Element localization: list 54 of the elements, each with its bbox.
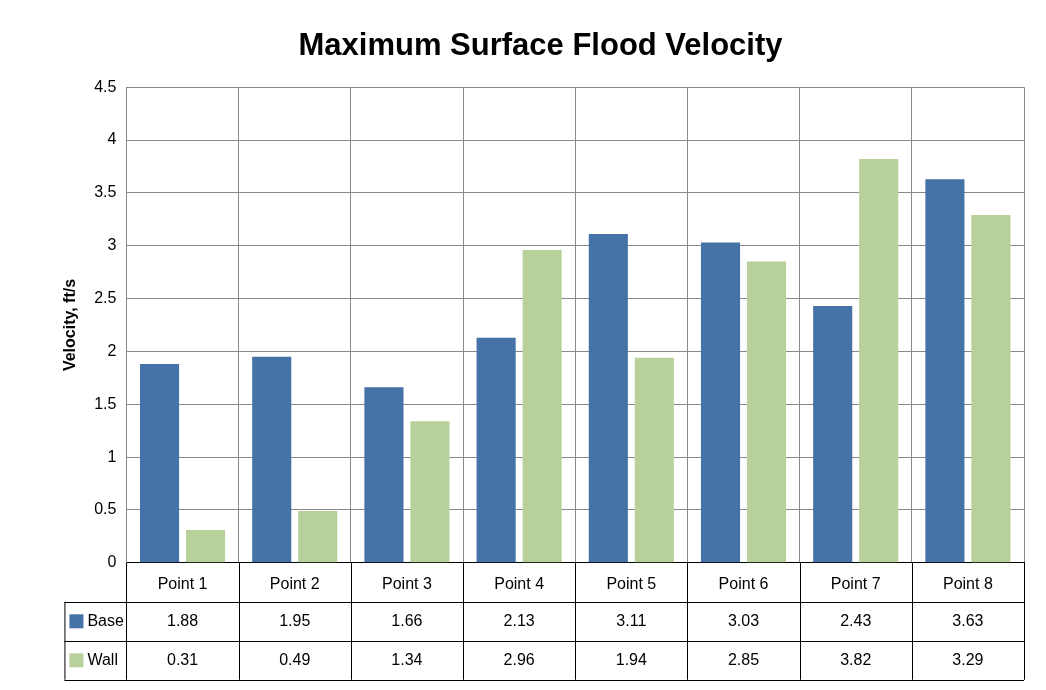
chart-title: Maximum Surface Flood Velocity (298, 27, 784, 63)
bar (522, 249, 562, 563)
bar (859, 159, 899, 563)
data-label: 1.34 (391, 650, 423, 668)
bar (364, 387, 404, 563)
data-label: 1.66 (391, 611, 423, 629)
bar (476, 337, 516, 563)
data-label: 3.11 (616, 611, 647, 629)
data-label: 2.85 (727, 650, 760, 668)
y-tick-label: 2.5 (94, 288, 117, 306)
bar (298, 511, 338, 563)
bar (410, 421, 450, 563)
data-label: 3.63 (952, 611, 984, 629)
data-label: 0.31 (166, 650, 199, 668)
x-tick-label: Point 3 (382, 574, 432, 592)
x-tick-label: Point 5 (606, 574, 657, 592)
bar (588, 234, 628, 563)
bar (634, 357, 674, 563)
y-tick-label: 4.5 (94, 77, 117, 95)
bar (700, 242, 741, 563)
bar (971, 215, 1011, 563)
bar (185, 530, 226, 563)
y-tick-label: 4 (107, 130, 117, 148)
data-label: 2.43 (840, 611, 872, 629)
x-tick-label: Point 6 (718, 574, 769, 592)
data-label: 3.82 (840, 650, 872, 668)
bar (252, 356, 292, 563)
y-tick-label: 3.5 (94, 183, 117, 201)
bar (746, 261, 787, 563)
y-tick-label: 2 (107, 341, 117, 359)
x-tick-label: Point 7 (830, 574, 881, 592)
legend-label: Base (87, 611, 125, 629)
data-label: 2.96 (503, 650, 535, 668)
data-label: 3.03 (727, 611, 760, 629)
y-tick-label: 1.5 (94, 394, 117, 412)
data-label: 1.94 (615, 650, 647, 668)
y-tick-label: 3 (107, 236, 117, 254)
data-label: 1.88 (166, 611, 199, 629)
y-tick-label: 1 (107, 447, 117, 465)
data-label: 1.95 (279, 611, 311, 629)
x-tick-label: Point 8 (943, 574, 993, 592)
bar (925, 179, 965, 563)
data-label: 2.13 (503, 611, 535, 629)
x-tick-label: Point 2 (269, 574, 320, 592)
y-tick-label: 0 (107, 553, 117, 571)
x-tick-label: Point 4 (494, 574, 545, 592)
legend-label: Wall (87, 650, 118, 668)
data-label: 3.29 (952, 650, 984, 668)
y-tick-label: 0.5 (94, 500, 117, 518)
bar (813, 305, 853, 563)
y-axis-title: Velocity, ft/s (61, 278, 79, 372)
x-tick-label: Point 1 (157, 574, 208, 592)
bar (139, 364, 180, 563)
data-label: 0.49 (279, 650, 311, 668)
